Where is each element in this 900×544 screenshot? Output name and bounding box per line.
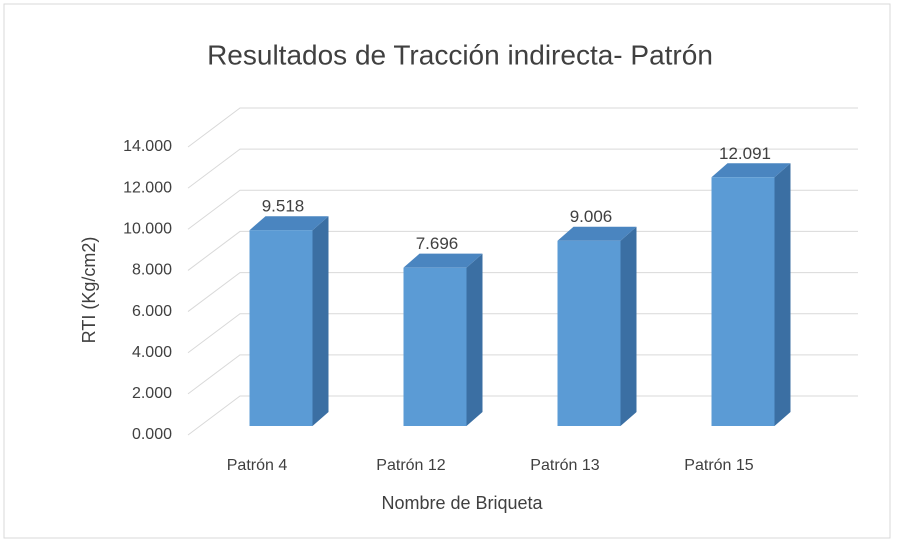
grid-line [187,354,858,395]
bar-side [620,226,637,426]
bar [249,230,313,426]
x-tick-label: Patrón 13 [530,457,599,474]
bar-side [774,163,791,426]
grid-line [187,272,858,312]
bar [711,177,775,426]
y-tick-label: 8.000 [132,262,172,279]
y-tick-label: 2.000 [132,385,172,402]
bar-side [312,216,329,426]
x-tick-label: Patrón 15 [684,457,753,474]
bar [557,240,621,426]
data-label: 9.518 [262,197,305,216]
y-axis-title: RTI (Kg/cm2) [79,237,99,344]
y-tick-label: 12.000 [123,179,172,196]
grid-line [187,189,858,230]
y-tick-label: 6.000 [132,303,172,320]
grid-line [187,230,858,271]
bar [403,267,467,426]
y-tick-label: 4.000 [132,344,172,361]
x-tick-label: Patrón 12 [376,457,445,474]
y-tick-label: 10.000 [123,221,172,238]
grid-line [187,395,858,436]
grid-line [187,107,858,148]
y-tick-label: 14.000 [123,138,172,155]
x-tick-label: Patrón 4 [227,457,288,474]
data-label: 7.696 [416,234,459,253]
bar-side [466,253,483,426]
bar-top [557,226,637,241]
data-label: 9.006 [570,207,613,226]
chart-title: Resultados de Tracción indirecta- Patrón [207,39,713,70]
grid-line [187,148,858,189]
grid-line [187,313,858,354]
data-label: 12.091 [719,144,771,163]
y-tick-label: 0.000 [132,426,172,443]
bar-top [403,253,483,268]
bar-top [249,216,329,231]
x-axis-title: Nombre de Briqueta [381,493,543,513]
bar-top [711,163,791,178]
